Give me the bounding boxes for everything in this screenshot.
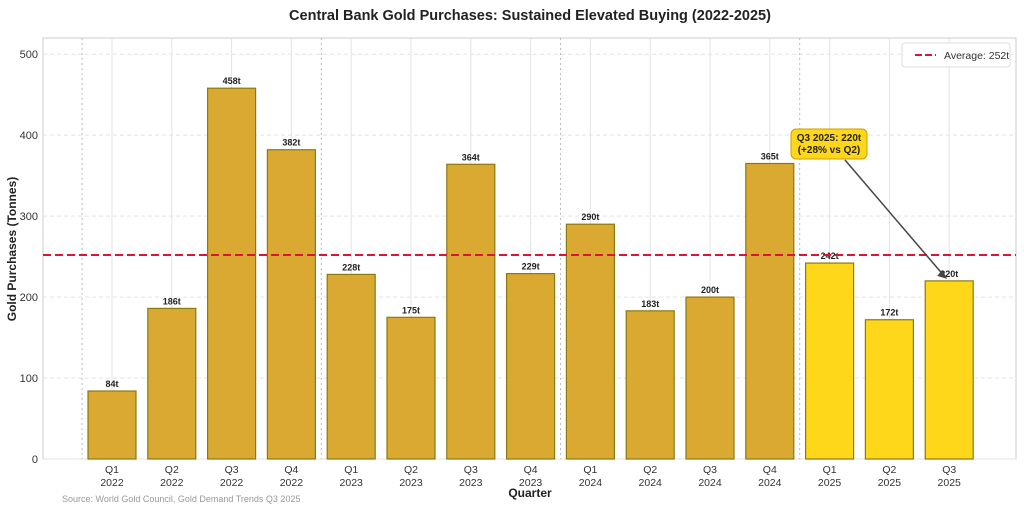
annotation-text-line1: Q3 2025: 220t [797,133,862,144]
bar [147,307,197,460]
bar [565,223,616,460]
x-tick-label-year: 2024 [579,477,603,489]
x-tick-label-quarter: Q2 [643,464,657,476]
x-tick-label-quarter: Q1 [583,464,597,476]
data-label: 382t [282,138,300,148]
annotation-text-line2: (+28% vs Q2) [798,145,861,156]
x-tick-label-year: 2024 [758,477,782,489]
x-tick-label-quarter: Q1 [823,464,837,476]
data-label: 175t [402,305,420,315]
x-tick-label-quarter: Q1 [105,464,119,476]
bar [266,149,316,460]
annotation-box [790,128,868,160]
x-tick-label-quarter: Q1 [344,464,358,476]
y-tick-label: 200 [20,292,38,304]
y-tick-label: 400 [20,130,38,142]
data-label: 172t [880,308,898,318]
data-label: 183t [641,299,659,309]
data-label: 228t [342,262,360,272]
data-label: 220t [940,269,958,279]
data-label: 186t [163,296,181,306]
x-tick-label-year: 2022 [100,477,124,489]
x-tick-label-year: 2023 [399,477,423,489]
x-tick-label-year: 2022 [160,477,184,489]
annotation-arrowhead [937,269,948,279]
data-label: 365t [761,151,779,161]
x-tick-label-year: 2023 [519,477,543,489]
y-tick-label: 0 [32,454,38,466]
y-tick-label: 100 [20,373,38,385]
x-tick-label-quarter: Q4 [284,464,298,476]
data-label: 200t [701,285,719,295]
data-label: 229t [522,262,540,272]
bar [207,87,257,460]
bar [804,262,855,460]
x-tick-label-quarter: Q3 [225,464,239,476]
data-label: 458t [223,76,241,86]
x-tick-label-year: 2024 [639,477,663,489]
bar [386,316,436,460]
x-tick-label-year: 2022 [280,477,304,489]
x-tick-label-year: 2025 [938,477,962,489]
y-tick-label: 500 [20,49,38,61]
x-tick-label-quarter: Q3 [942,464,956,476]
bar [625,310,675,460]
bar [864,319,915,460]
source-note: Source: World Gold Council, Gold Demand … [62,494,300,504]
x-tick-label-quarter: Q2 [882,464,896,476]
x-tick-label-quarter: Q2 [404,464,418,476]
bar [326,273,376,460]
y-axis-label: Gold Purchases (Tonnes) [5,177,19,321]
legend-label: Average: 252t [944,50,1009,62]
bar [924,280,974,460]
data-label: 364t [462,152,480,162]
x-tick-label-quarter: Q3 [464,464,478,476]
x-tick-label-year: 2023 [340,477,364,489]
annotation-arrow [844,159,944,276]
x-tick-label-quarter: Q4 [763,464,777,476]
bar [446,163,496,460]
data-label: 290t [581,212,599,222]
x-tick-label-quarter: Q4 [524,464,538,476]
x-tick-label-year: 2022 [220,477,244,489]
x-tick-label-year: 2025 [878,477,902,489]
x-tick-label-quarter: Q2 [165,464,179,476]
x-tick-label-year: 2024 [698,477,722,489]
legend-box [901,42,1011,68]
bar [745,162,795,460]
chart-title: Central Bank Gold Purchases: Sustained E… [289,8,771,24]
x-tick-label-year: 2023 [459,477,483,489]
x-tick-label-quarter: Q3 [703,464,717,476]
data-label: 242t [821,251,839,261]
y-tick-label: 300 [20,211,38,223]
data-label: 84t [105,379,118,389]
x-axis-label: Quarter [508,486,552,500]
bar [685,296,735,460]
bar [506,272,556,460]
x-tick-label-year: 2025 [818,477,842,489]
bar [87,390,137,460]
